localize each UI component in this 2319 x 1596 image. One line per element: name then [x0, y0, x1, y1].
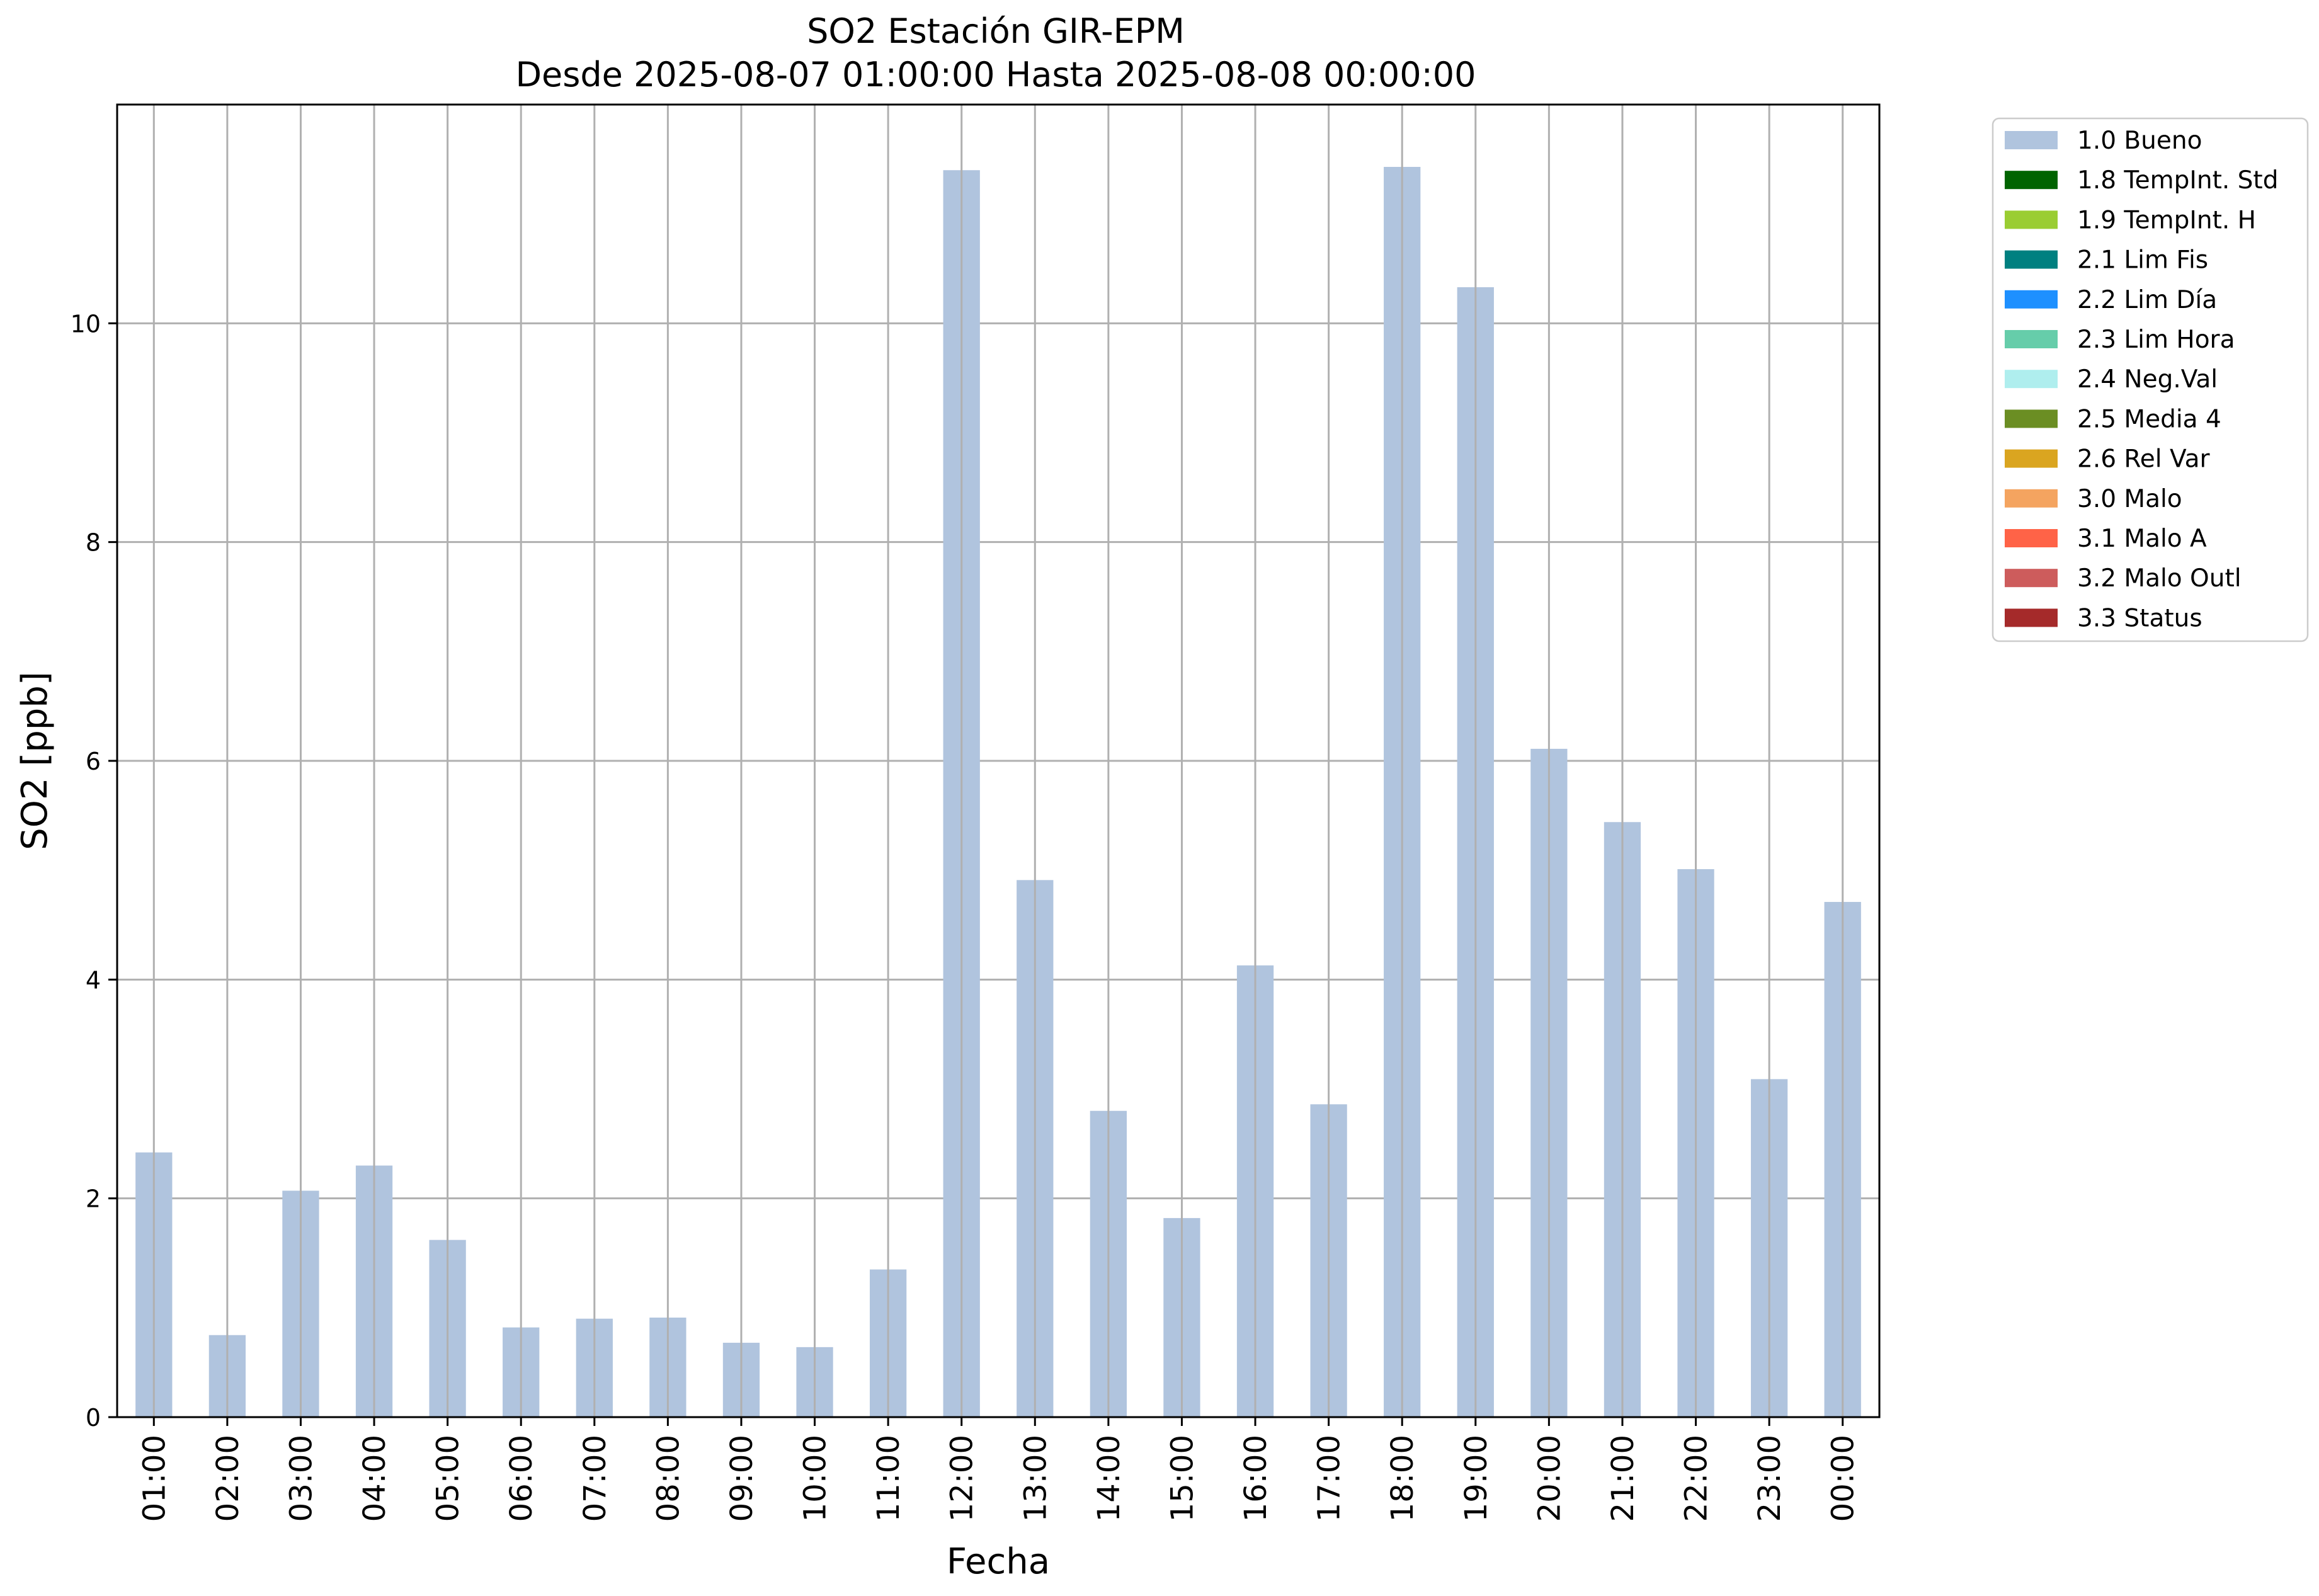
x-tick-label: 07:00	[578, 1435, 613, 1522]
x-axis: 01:00 02:00 03:00 04:00 05:00 06:00 07:00 08:00…	[137, 1417, 1861, 1522]
bars	[135, 166, 1861, 1418]
y-tick-label: 4	[86, 966, 101, 994]
x-tick-label: 23:00	[1752, 1435, 1787, 1522]
legend-label: 3.1 Malo A	[2077, 525, 2207, 553]
legend: 1.0 Bueno 1.8 TempInt. Std 1.9 TempInt. H 2…	[1991, 117, 2309, 642]
legend-swatch	[2005, 131, 2058, 149]
legend-swatch	[2005, 529, 2058, 547]
legend-label: 1.8 TempInt. Std	[2077, 166, 2278, 195]
x-tick-label: 21:00	[1605, 1435, 1641, 1522]
x-tick-label: 10:00	[798, 1435, 833, 1522]
legend-label: 2.3 Lim Hora	[2077, 326, 2235, 354]
y-tick-label: 8	[86, 529, 101, 557]
x-tick-label: 14:00	[1091, 1435, 1127, 1522]
x-tick-label: 04:00	[357, 1435, 392, 1522]
x-axis-label: Fecha	[947, 1541, 1050, 1582]
y-tick-label: 0	[86, 1404, 101, 1432]
x-tick-label: 15:00	[1165, 1435, 1200, 1522]
x-tick-label: 06:00	[504, 1435, 539, 1522]
x-tick-label: 01:00	[137, 1435, 172, 1522]
y-tick-label: 6	[86, 748, 101, 775]
legend-label: 1.0 Bueno	[2077, 127, 2202, 155]
x-tick-label: 00:00	[1826, 1435, 1861, 1522]
chart-title-line-1: SO2 Estación GIR-EPM	[807, 11, 1185, 51]
y-axis-label: SO2 [ppb]	[14, 671, 55, 850]
x-tick-label: 20:00	[1532, 1435, 1567, 1522]
legend-label: 2.5 Media 4	[2077, 405, 2221, 433]
legend-box	[1991, 117, 2309, 642]
legend-label: 2.6 Rel Var	[2077, 445, 2211, 474]
x-tick-label: 02:00	[210, 1435, 246, 1522]
legend-swatch	[2005, 370, 2058, 389]
x-tick-label: 08:00	[651, 1435, 686, 1522]
x-tick-label: 05:00	[431, 1435, 466, 1522]
legend-label: 3.2 Malo Outl	[2077, 564, 2242, 593]
legend-label: 2.1 Lim Fis	[2077, 246, 2208, 275]
legend-swatch	[2005, 608, 2058, 627]
y-axis: 0 2 4 6 8 10	[71, 310, 117, 1432]
x-tick-label: 18:00	[1385, 1435, 1420, 1522]
x-tick-label: 22:00	[1679, 1435, 1714, 1522]
legend-items: 1.0 Bueno 1.8 TempInt. Std 1.9 TempInt. H 2…	[2005, 127, 2278, 632]
legend-swatch	[2005, 409, 2058, 428]
legend-swatch	[2005, 171, 2058, 190]
x-tick-label: 11:00	[871, 1435, 906, 1522]
x-tick-label: 12:00	[945, 1435, 980, 1522]
legend-swatch	[2005, 210, 2058, 229]
legend-swatch	[2005, 250, 2058, 269]
x-tick-label: 19:00	[1459, 1435, 1494, 1522]
legend-label: 1.9 TempInt. H	[2077, 206, 2256, 234]
legend-label: 2.4 Neg.Val	[2077, 365, 2218, 394]
legend-swatch	[2005, 489, 2058, 508]
legend-swatch	[2005, 290, 2058, 309]
y-tick-label: 2	[86, 1185, 101, 1213]
x-tick-label: 09:00	[724, 1435, 760, 1522]
x-tick-label: 17:00	[1312, 1435, 1347, 1522]
legend-label: 3.3 Status	[2077, 604, 2202, 632]
x-tick-label: 13:00	[1018, 1435, 1053, 1522]
legend-label: 3.0 Malo	[2077, 485, 2182, 513]
legend-swatch	[2005, 330, 2058, 348]
legend-label: 2.2 Lim Día	[2077, 286, 2217, 314]
x-tick-label: 03:00	[283, 1435, 319, 1522]
legend-swatch	[2005, 569, 2058, 588]
y-tick-label: 10	[71, 310, 101, 338]
vertical-grid-lines	[152, 105, 1844, 1417]
legend-swatch	[2005, 449, 2058, 468]
x-tick-label: 16:00	[1238, 1435, 1273, 1522]
chart-title-line-2: Desde 2025-08-07 01:00:00 Hasta 2025-08-…	[515, 55, 1476, 94]
